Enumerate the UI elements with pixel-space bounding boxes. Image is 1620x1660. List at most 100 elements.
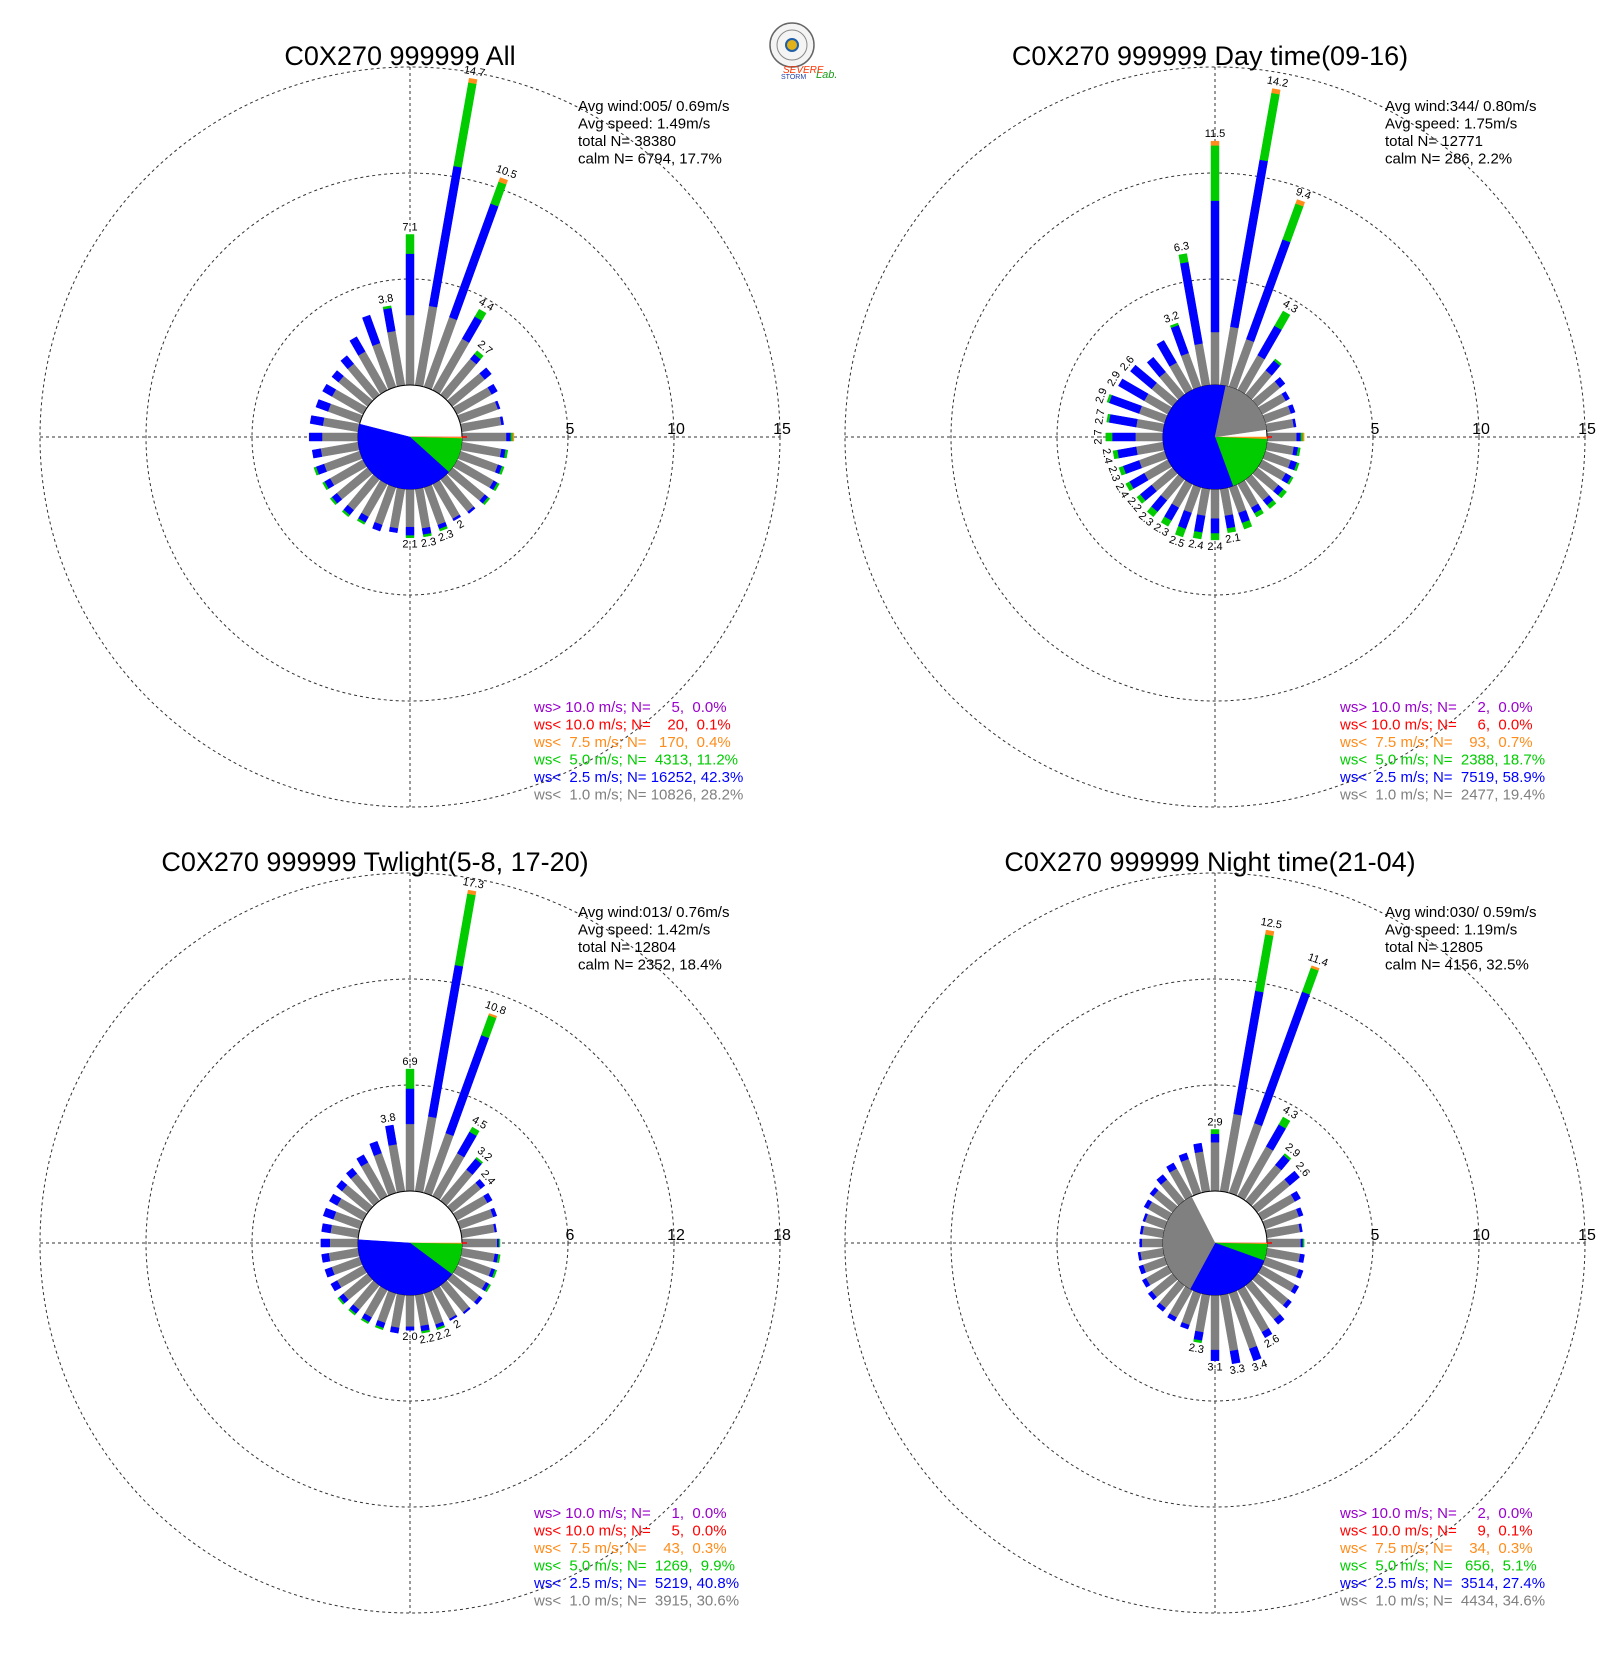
petal-label: 2 bbox=[455, 518, 466, 531]
petal-segment bbox=[454, 893, 476, 967]
petal-label: 6.3 bbox=[1173, 240, 1190, 254]
petal-segment bbox=[453, 82, 477, 168]
wind-rose-panel: C0X270 999999 Night time(21-04) 5 10 15 2.9 1… bbox=[844, 847, 1596, 1614]
petal-segment bbox=[1210, 1141, 1220, 1192]
stats-line: total N= 38380 bbox=[578, 133, 676, 150]
petal-label: 14.7 bbox=[463, 64, 486, 80]
petal-segment bbox=[1130, 364, 1157, 390]
legend-entry: ws> 10.0 m/s; N= 2, 0.0% bbox=[1339, 699, 1533, 716]
petal-segment bbox=[1226, 526, 1236, 533]
petal-segment bbox=[487, 383, 498, 395]
petal-segment bbox=[462, 1306, 471, 1315]
legend-entry: ws< 5.0 m/s; N= 1269, 9.9% bbox=[533, 1558, 735, 1575]
petal-segment bbox=[1274, 376, 1286, 388]
petal-segment bbox=[405, 1294, 415, 1328]
stats-line: Avg wind:005/ 0.69m/s bbox=[578, 98, 729, 115]
petal-segment bbox=[494, 400, 501, 410]
stats-line: total N= 12804 bbox=[578, 939, 676, 956]
wind-rose-panel: C0X270 999999 Twlight(5-8, 17-20) 6 12 18 6.… bbox=[39, 847, 791, 1614]
petal-segment bbox=[383, 307, 396, 333]
petal-segment bbox=[467, 889, 477, 896]
petal-segment bbox=[1241, 520, 1253, 530]
petal-segment bbox=[374, 1325, 384, 1331]
petal-label: 12.5 bbox=[1260, 916, 1283, 932]
range-ring bbox=[145, 978, 675, 1508]
petal-segment bbox=[1135, 432, 1164, 442]
petal-segment bbox=[1210, 1349, 1220, 1361]
speed-pie bbox=[357, 1190, 467, 1296]
petal-segment bbox=[1108, 414, 1138, 428]
panel-title: C0X270 999999 Night time(21-04) bbox=[1004, 847, 1415, 877]
legend-entry: ws< 1.0 m/s; N= 2477, 19.4% bbox=[1339, 787, 1545, 804]
petal-segment bbox=[482, 496, 491, 506]
petal-segment bbox=[1296, 432, 1302, 442]
petal-segment bbox=[1137, 1251, 1142, 1261]
petal-label: 3.8 bbox=[377, 292, 394, 306]
petal-label: 2 bbox=[452, 1318, 463, 1331]
petal-segment bbox=[484, 1283, 492, 1293]
petal-segment bbox=[469, 1126, 480, 1137]
petal-segment bbox=[1106, 413, 1111, 423]
petal-segment bbox=[461, 432, 507, 442]
ring-label: 15 bbox=[1578, 1227, 1596, 1244]
petal-label: 2.3 bbox=[1106, 465, 1123, 483]
petal-segment bbox=[428, 964, 464, 1118]
petal-segment bbox=[309, 415, 325, 426]
petal-label: 3.4 bbox=[1251, 1358, 1269, 1375]
petal-segment bbox=[1259, 92, 1280, 162]
panel-title: C0X270 999999 All bbox=[284, 41, 515, 71]
petal-segment bbox=[1193, 1330, 1204, 1342]
petal-segment bbox=[1136, 494, 1146, 504]
petal-segment bbox=[330, 1280, 342, 1292]
petal-label: 2.7 bbox=[1093, 429, 1105, 444]
logo-seal-ring bbox=[776, 29, 808, 61]
petal-segment bbox=[345, 1167, 358, 1180]
petal-segment bbox=[385, 1124, 397, 1146]
petal-label: 2.9 bbox=[1207, 1116, 1222, 1128]
pie-slice bbox=[1214, 436, 1268, 487]
petal-segment bbox=[1287, 476, 1294, 485]
petal-segment bbox=[405, 535, 415, 539]
range-ring bbox=[950, 978, 1480, 1508]
petal-segment bbox=[1167, 1313, 1177, 1322]
petal-segment bbox=[1108, 394, 1142, 414]
petal-segment bbox=[348, 1308, 357, 1316]
petal-segment bbox=[1302, 432, 1305, 442]
petal-segment bbox=[456, 1131, 477, 1158]
legend-entry: ws< 10.0 m/s; N= 20, 0.1% bbox=[533, 717, 731, 734]
petal-segment bbox=[1178, 1152, 1189, 1162]
petal-segment bbox=[356, 1154, 369, 1167]
legend-entry: ws< 10.0 m/s; N= 9, 0.1% bbox=[1339, 1523, 1533, 1540]
stats-line: Avg speed: 1.42m/s bbox=[578, 922, 710, 939]
petal-segment bbox=[1229, 1349, 1241, 1365]
petal-segment bbox=[1118, 378, 1149, 402]
petal-segment bbox=[389, 526, 399, 533]
speed-pie bbox=[1162, 384, 1272, 490]
petal-segment bbox=[1141, 1226, 1165, 1239]
petal-segment bbox=[320, 1238, 330, 1248]
legend-entry: ws< 5.0 m/s; N= 4313, 11.2% bbox=[533, 752, 738, 769]
petal-segment bbox=[1141, 1238, 1164, 1248]
petal-segment bbox=[1141, 1277, 1151, 1288]
legend-entry: ws< 2.5 m/s; N= 16252, 42.3% bbox=[533, 769, 743, 786]
petal-segment bbox=[1156, 1174, 1168, 1185]
ring-label: 5 bbox=[566, 421, 575, 438]
petal-segment bbox=[1273, 358, 1282, 366]
petal-segment bbox=[336, 1180, 348, 1192]
petal-segment bbox=[474, 350, 484, 360]
petal-segment bbox=[308, 432, 323, 442]
petal-segment bbox=[1288, 404, 1296, 414]
petal-segment bbox=[1224, 514, 1236, 529]
petal-segment bbox=[1139, 1238, 1143, 1248]
petal-segment bbox=[1146, 356, 1166, 378]
petal-segment bbox=[1296, 447, 1301, 457]
petal-label: 7.1 bbox=[402, 221, 417, 233]
petal-segment bbox=[1210, 488, 1220, 519]
petal-segment bbox=[321, 432, 359, 442]
petal-segment bbox=[1210, 1129, 1220, 1135]
petal-segment bbox=[1193, 1142, 1204, 1154]
stats-line: calm N= 286, 2.2% bbox=[1385, 151, 1512, 168]
petal-segment bbox=[468, 77, 478, 85]
legend-entry: ws< 5.0 m/s; N= 656, 5.1% bbox=[1339, 1558, 1537, 1575]
